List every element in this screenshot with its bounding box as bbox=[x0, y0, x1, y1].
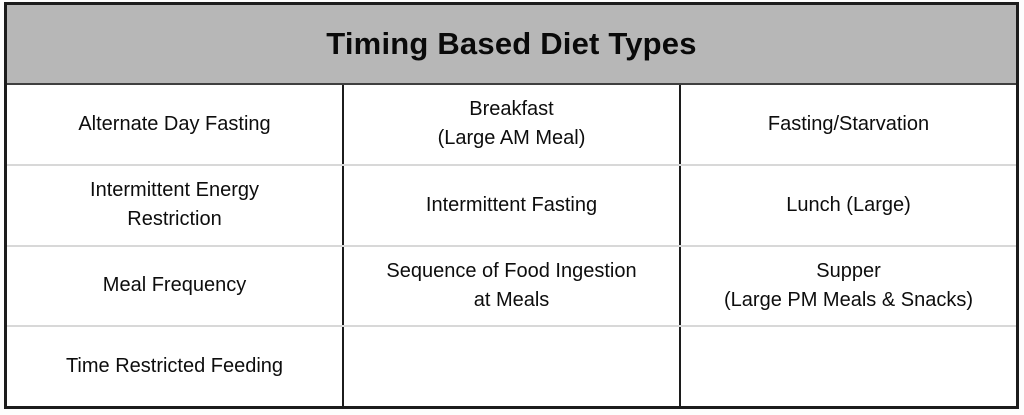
table-header: Timing Based Diet Types bbox=[7, 5, 1016, 85]
table-row: Intermittent Energy Restriction Intermit… bbox=[7, 163, 1016, 245]
cell-supper-large-pm-meals: Supper (Large PM Meals & Snacks) bbox=[724, 259, 973, 311]
table-row: Alternate Day Fasting Breakfast (Large A… bbox=[7, 85, 1016, 164]
cell-empty bbox=[342, 327, 681, 406]
table-body: Alternate Day Fasting Breakfast (Large A… bbox=[7, 85, 1016, 406]
cell-intermittent-energy-restriction: Intermittent Energy Restriction bbox=[90, 179, 259, 231]
diet-types-table: Timing Based Diet Types Alternate Day Fa… bbox=[4, 2, 1019, 409]
cell-empty bbox=[681, 327, 1016, 406]
cell-breakfast-large-am-meal: Breakfast (Large AM Meal) bbox=[342, 85, 681, 164]
cell-sequence-of-food-ingestion: Sequence of Food Ingestion at Meals bbox=[342, 246, 681, 326]
table-row: Time Restricted Feeding bbox=[7, 325, 1016, 406]
cell-intermittent-fasting: Intermittent Fasting bbox=[342, 165, 681, 245]
cell-meal-frequency: Meal Frequency bbox=[102, 274, 247, 297]
cell-fasting-starvation: Fasting/Starvation bbox=[767, 112, 930, 135]
cell-time-restricted-feeding: Time Restricted Feeding bbox=[65, 355, 284, 378]
table-title: Timing Based Diet Types bbox=[326, 26, 697, 61]
cell-alternate-day-fasting: Alternate Day Fasting bbox=[78, 112, 271, 135]
table-row: Meal Frequency Sequence of Food Ingestio… bbox=[7, 244, 1016, 326]
cell-lunch-large: Lunch (Large) bbox=[786, 193, 911, 216]
